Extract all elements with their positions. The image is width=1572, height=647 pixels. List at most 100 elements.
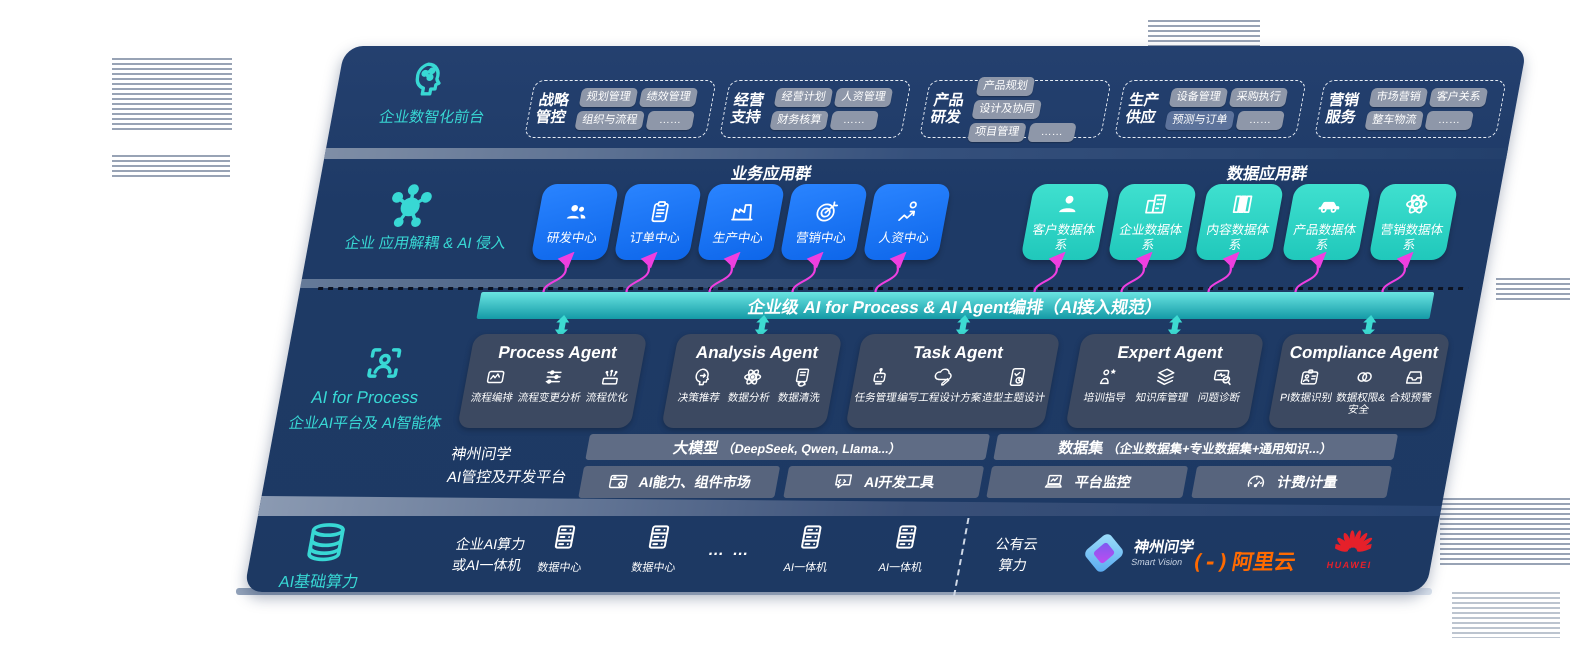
agent-title: Task Agent — [911, 343, 1005, 362]
tile-customer-data: 客户数据体系 — [1020, 184, 1111, 260]
agent-title: Compliance Agent — [1288, 343, 1441, 362]
server-icon — [648, 525, 670, 549]
tile-marketing-center: 营销中心 — [779, 184, 869, 260]
aliyun-logo: (-)阿里云 — [1189, 546, 1298, 576]
infra-rail — [299, 520, 352, 569]
decision-head-icon — [695, 368, 709, 386]
data-tile-row: 客户数据体系 企业数据体系 内容数据体系 产品数据体系 — [1020, 184, 1459, 260]
business-tile-row: 研发中心 订单中心 生产中心 营销中心 — [530, 184, 952, 260]
infra-divider — [953, 518, 970, 596]
agent-item: 数据清洗 — [777, 366, 826, 404]
chip-more: …… — [829, 111, 879, 130]
digital-front-rail — [404, 60, 452, 105]
double-arrow-icon — [754, 315, 770, 337]
tile-label: 内容数据体系 — [1205, 223, 1271, 252]
cell-platform-monitor: 平台监控 — [986, 466, 1188, 498]
tile-label: 生产中心 — [711, 230, 765, 245]
chip-more: …… — [1027, 122, 1077, 142]
decor-stripes — [112, 58, 232, 132]
smartvision-cn: 神州问学 — [1132, 539, 1196, 556]
dataset-bar: 数据集 （企业数据集+专业数据集+通用知识...） — [993, 434, 1399, 460]
cell-billing: 计费/计量 — [1190, 466, 1393, 498]
tile-hr-center: 人资中心 — [862, 184, 952, 260]
front-group-operation: 经营支持 经营计划 人资管理 财务核算 …… — [718, 80, 912, 138]
node-datacenter-1: 数据中心 — [536, 522, 590, 575]
ai-process-subtitle: 企业AI平台及 AI智能体 — [287, 415, 443, 432]
robot-icon — [873, 368, 886, 385]
agent-item: 流程优化 — [585, 366, 634, 404]
tile-label: 研发中心 — [545, 230, 599, 245]
chip: 项目管理 — [967, 122, 1027, 142]
agent-title: Analysis Agent — [694, 343, 821, 362]
model-bar-title: 大模型 — [671, 439, 720, 457]
agent-task: Task Agent 任务管理 编写工程设计方案 造型主题设计 — [845, 334, 1061, 428]
agent-item: PI数据识别 — [1279, 366, 1338, 404]
laptop-icon — [1044, 474, 1062, 488]
agent-title: Process Agent — [496, 343, 619, 362]
group-title: 战略管控 — [534, 91, 571, 126]
chip: 财务核算 — [769, 111, 829, 130]
agent-item: 知识库管理 — [1134, 366, 1194, 404]
decor-stripes — [112, 155, 230, 179]
node-label: 数据中心 — [536, 562, 583, 574]
front-group-product: 产品研发 产品规划 设计及协同 项目管理 …… — [918, 76, 1112, 142]
double-arrow-icon — [955, 315, 971, 337]
cell-label: 计费/计量 — [1276, 474, 1339, 490]
chip: 绩效管理 — [638, 88, 699, 107]
flow-monitor-icon — [486, 370, 505, 384]
tile-label: 订单中心 — [628, 230, 682, 245]
cell-ai-devtools: AI开发工具 — [782, 466, 985, 498]
inbox-icon — [1405, 371, 1422, 384]
group-title: 生产供应 — [1124, 91, 1161, 126]
cloud-pen-icon — [934, 368, 952, 386]
ai-process-title: AI for Process — [309, 388, 420, 407]
agent-item: 流程编排 — [470, 366, 519, 404]
smartvision-logo: 神州问学 Smart Vision — [1082, 531, 1196, 575]
dataset-group: 数据集 （企业数据集+专业数据集+通用知识...） 平台监控 计费/计量 — [986, 434, 1399, 498]
front-group-supply: 生产供应 设备管理 采购执行 预测与订单 …… — [1113, 80, 1307, 138]
target-icon — [816, 200, 838, 222]
front-group-strategy: 战略管控 规划管理 绩效管理 组织与流程 …… — [523, 80, 717, 138]
tile-product-data: 产品数据体系 — [1281, 184, 1372, 260]
chip-more: …… — [645, 111, 695, 130]
flow-optimize-icon — [601, 369, 618, 385]
aliyun-text: 阿里云 — [1230, 551, 1298, 574]
tile-label: 人资中心 — [877, 230, 931, 245]
app-decouple-rail — [382, 182, 437, 233]
gauge-icon — [1248, 475, 1265, 488]
layer-edge — [258, 496, 1444, 516]
infra-label: AI基础算力 — [277, 574, 360, 591]
agent-item: 编写工程设计方案 — [896, 366, 987, 404]
agent-compliance: Compliance Agent PI数据识别 数据权限& 安全 合规预警 — [1267, 334, 1451, 428]
cell-label: AI开发工具 — [862, 474, 936, 490]
chip: 组织与流程 — [574, 111, 645, 130]
team-icon — [566, 204, 585, 218]
layer-edge — [324, 148, 1509, 159]
clipboard-icon — [651, 200, 669, 222]
agent-item: 流程变更分析 — [517, 366, 587, 404]
cell-label: 平台监控 — [1073, 474, 1133, 490]
tile-label: 产品数据体系 — [1292, 223, 1358, 252]
agent-item: 问题诊断 — [1197, 366, 1246, 404]
agent-item: 培训指导 — [1083, 366, 1132, 404]
tile-enterprise-data: 企业数据体系 — [1107, 184, 1198, 260]
orchestration-bar: 企业级 AI for Process & AI Agent编排（AI接入规范） — [476, 292, 1435, 319]
agent-title: Expert Agent — [1115, 343, 1225, 362]
smartvision-en: Smart Vision — [1130, 557, 1184, 567]
front-group-marketing: 营销服务 市场营销 客户关系 整车物流 …… — [1313, 80, 1507, 138]
huawei-logo: HUAWEI — [1326, 528, 1379, 570]
model-bar-sub: （DeepSeek, Qwen, Llama...） — [720, 441, 903, 456]
chip: 设计及协同 — [971, 99, 1043, 119]
decor-stripes — [1452, 592, 1560, 638]
double-arrow-icon — [554, 315, 570, 337]
node-datacenter-2: 数据中心 — [630, 522, 684, 575]
data-apps-header: 数据应用群 — [1225, 166, 1309, 183]
devtools-icon — [835, 474, 853, 489]
chip: 采购执行 — [1228, 88, 1289, 107]
app-decouple-label: 企业 应用解耦 & AI 侵入 — [343, 235, 508, 252]
digital-front-label: 企业数智化前台 — [377, 109, 486, 126]
market-icon — [608, 474, 628, 489]
agent-item: 数据分析 — [727, 366, 776, 404]
car-icon — [1318, 201, 1340, 213]
agent-item: 决策推荐 — [677, 366, 726, 404]
